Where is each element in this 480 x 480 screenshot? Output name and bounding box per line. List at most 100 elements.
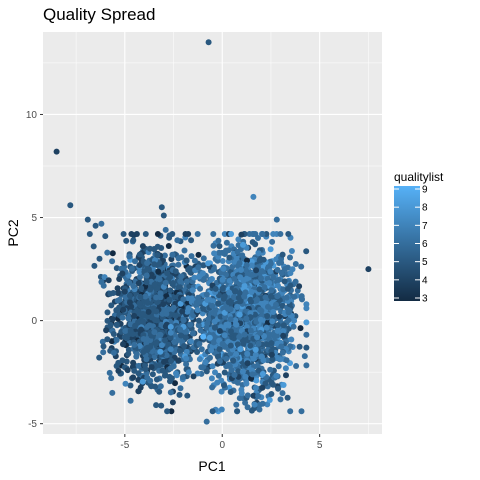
data-point xyxy=(168,357,175,364)
data-point xyxy=(157,331,164,338)
data-point xyxy=(154,252,161,259)
data-point xyxy=(135,280,142,287)
data-point xyxy=(153,376,160,383)
data-point xyxy=(143,324,150,330)
data-point xyxy=(154,299,161,306)
data-point xyxy=(145,266,152,273)
data-point xyxy=(268,351,275,358)
data-point xyxy=(241,282,248,289)
data-point xyxy=(160,212,167,219)
data-point xyxy=(165,243,172,249)
data-point xyxy=(262,294,269,301)
data-point xyxy=(151,329,158,336)
data-point xyxy=(130,283,137,290)
data-point xyxy=(219,340,226,347)
data-point xyxy=(296,283,303,290)
data-point xyxy=(126,292,133,299)
data-point xyxy=(230,357,237,364)
data-point xyxy=(204,320,211,327)
data-point xyxy=(208,375,215,382)
data-point xyxy=(144,260,151,267)
data-point xyxy=(279,390,286,397)
data-point xyxy=(210,231,217,237)
data-point xyxy=(232,288,239,294)
data-point xyxy=(110,331,117,337)
y-tick-label: 10 xyxy=(26,110,38,121)
data-point xyxy=(253,267,260,274)
data-point xyxy=(185,369,192,376)
data-point xyxy=(242,373,249,380)
data-point xyxy=(279,251,286,258)
data-point xyxy=(259,400,266,407)
data-point xyxy=(100,349,107,356)
data-point xyxy=(259,231,266,237)
data-point xyxy=(243,380,250,387)
data-point xyxy=(269,238,276,245)
data-point xyxy=(212,285,219,292)
data-point xyxy=(110,349,117,356)
data-point xyxy=(167,346,174,353)
data-point xyxy=(184,392,191,399)
data-point xyxy=(235,242,242,249)
data-point xyxy=(252,351,259,358)
data-point xyxy=(119,314,126,321)
data-point xyxy=(297,325,304,332)
data-point xyxy=(161,372,168,379)
data-point xyxy=(136,251,143,258)
data-point xyxy=(107,321,114,328)
data-point xyxy=(155,268,162,275)
data-point xyxy=(210,298,217,305)
data-point xyxy=(237,298,244,305)
data-point xyxy=(153,402,160,409)
data-point xyxy=(179,308,186,315)
data-point xyxy=(303,331,310,338)
data-point xyxy=(123,237,130,244)
data-point xyxy=(257,306,263,313)
data-point xyxy=(189,287,196,294)
data-point xyxy=(228,367,235,373)
data-point xyxy=(90,243,97,250)
data-point xyxy=(256,406,263,413)
data-point xyxy=(160,301,167,308)
data-point xyxy=(136,300,143,307)
data-point xyxy=(211,250,218,257)
data-point xyxy=(170,304,177,311)
x-tick-label: 0 xyxy=(219,440,225,451)
data-point xyxy=(219,285,226,292)
data-point xyxy=(178,273,185,280)
data-point xyxy=(116,276,123,282)
data-point xyxy=(153,308,160,315)
data-point xyxy=(194,307,201,314)
data-point xyxy=(113,363,120,369)
data-point xyxy=(209,363,216,370)
data-point xyxy=(142,293,149,300)
data-point xyxy=(125,350,132,357)
data-point xyxy=(255,367,262,374)
data-point xyxy=(239,252,246,259)
data-point xyxy=(238,390,245,397)
data-point xyxy=(256,286,263,293)
data-point xyxy=(196,341,203,347)
data-point xyxy=(120,260,127,267)
data-point xyxy=(190,373,197,380)
data-point xyxy=(167,389,174,396)
data-point xyxy=(194,349,201,355)
data-point xyxy=(267,246,274,253)
data-point xyxy=(108,302,115,309)
data-point xyxy=(210,339,217,346)
data-point xyxy=(249,239,256,246)
data-point xyxy=(102,233,109,240)
data-point xyxy=(149,371,156,378)
data-point xyxy=(104,317,111,324)
data-point xyxy=(86,231,93,237)
data-point xyxy=(119,270,126,277)
data-point xyxy=(280,286,287,293)
data-point xyxy=(143,279,150,286)
data-point xyxy=(114,290,121,296)
data-point xyxy=(249,371,256,378)
data-point xyxy=(67,202,74,209)
data-point xyxy=(139,243,146,250)
data-point xyxy=(283,357,290,364)
data-point xyxy=(283,372,289,379)
data-point xyxy=(223,239,230,246)
